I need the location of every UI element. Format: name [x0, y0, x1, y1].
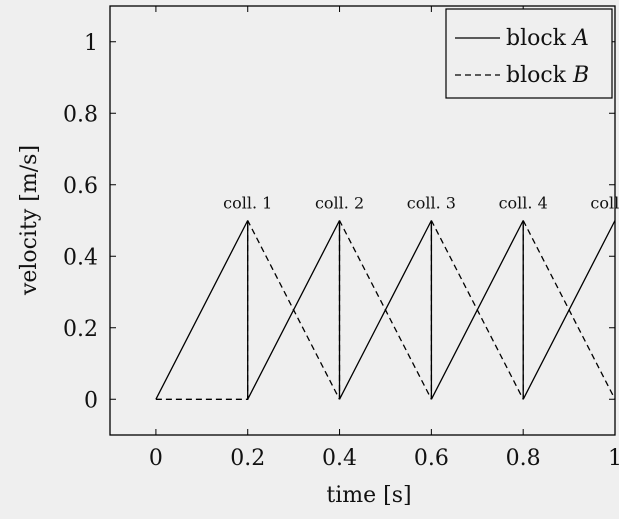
- y-tick-label: 0: [84, 388, 98, 413]
- y-tick-label: 1: [84, 31, 98, 56]
- tick-group: 0 0.2 0.4 0.6 0.8 1 0 0.2 0.4 0.6 0.8 1: [63, 6, 619, 471]
- y-tick-label: 0.2: [63, 317, 98, 342]
- collision-label: coll. 4: [499, 194, 548, 213]
- collision-label: coll. 3: [407, 194, 456, 213]
- collision-label: coll. 2: [315, 194, 364, 213]
- collision-label: coll. 1: [223, 194, 272, 213]
- x-tick-label: 0: [149, 446, 163, 471]
- y-tick-label: 0.6: [63, 174, 98, 199]
- legend-label-block-a: block A: [506, 26, 589, 51]
- x-tick-label: 1: [608, 446, 619, 471]
- x-tick-label: 0.4: [322, 446, 357, 471]
- series-line-block-b: [155, 220, 616, 400]
- annotation-group: coll. 1 coll. 2 coll. 3 coll. 4 coll. 5: [223, 194, 619, 213]
- series-group: [155, 220, 616, 400]
- legend-label-block-b-prefix: block: [506, 63, 567, 88]
- y-axis-title: velocity [m/s]: [17, 145, 42, 296]
- legend-label-block-b-var: B: [572, 63, 589, 88]
- x-tick-label: 0.8: [506, 446, 541, 471]
- legend-label-block-a-prefix: block: [506, 26, 567, 51]
- x-tick-label: 0.6: [414, 446, 449, 471]
- collision-label: coll. 5: [590, 194, 619, 213]
- legend-label-block-b: block B: [506, 63, 589, 88]
- y-tick-label: 0.8: [63, 102, 98, 127]
- legend: block A block B: [445, 8, 613, 99]
- legend-label-block-a-var: A: [571, 26, 589, 51]
- x-axis-title: time [s]: [326, 483, 411, 508]
- legend-box: [445, 8, 613, 99]
- y-tick-label: 0.4: [63, 245, 98, 270]
- x-tick-label: 0.2: [230, 446, 265, 471]
